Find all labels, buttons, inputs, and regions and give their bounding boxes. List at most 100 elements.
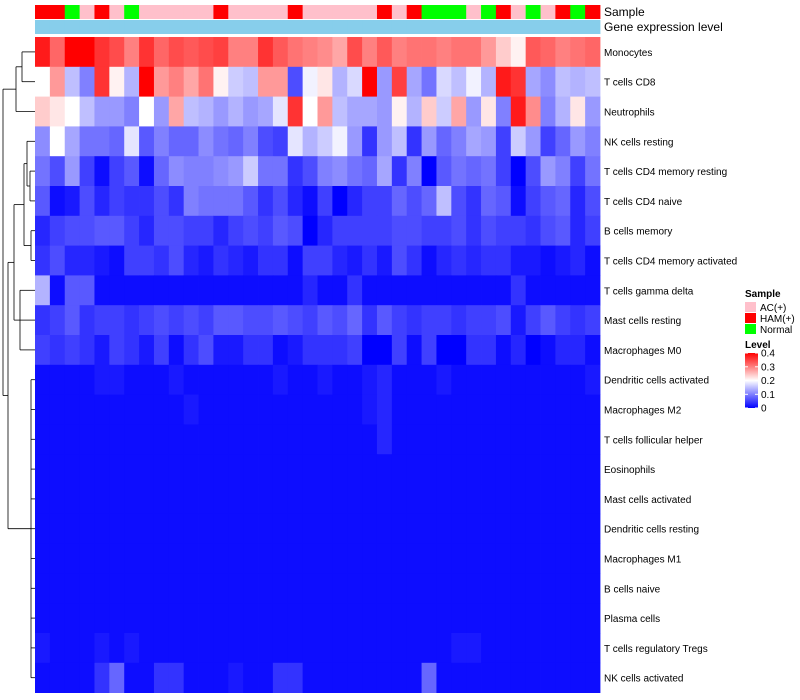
heatmap-cell (436, 603, 452, 634)
heatmap-cell (436, 305, 452, 336)
heatmap-cell (481, 126, 497, 157)
heatmap-cell (198, 394, 214, 425)
sample-annotation-cell (213, 5, 229, 19)
heatmap-cell (481, 364, 497, 395)
heatmap-cell (376, 364, 393, 395)
heatmap-cell (258, 335, 274, 366)
heatmap-cell (198, 245, 214, 276)
heatmap-cell (272, 513, 289, 544)
heatmap-cell (183, 543, 199, 574)
heatmap-cell (525, 484, 541, 515)
heatmap-cell (495, 275, 512, 306)
heatmap-cell (49, 126, 66, 157)
heatmap-cell (79, 66, 95, 97)
row-label: T cells CD4 naive (604, 197, 683, 208)
heatmap-cell (213, 305, 229, 336)
heatmap-cell (228, 603, 244, 634)
sample-annotation-cell (570, 5, 586, 19)
heatmap-cell (198, 543, 214, 574)
heatmap-cell (451, 305, 467, 336)
heatmap-cell (213, 543, 229, 574)
heatmap-cell (287, 215, 304, 246)
heatmap-cell (347, 305, 363, 336)
heatmap-cell (302, 245, 318, 276)
heatmap-cell (332, 215, 348, 246)
heatmap-cell (64, 603, 81, 634)
heatmap-cell (540, 573, 556, 604)
heatmap-cell (362, 633, 378, 664)
heatmap-cell (347, 37, 363, 68)
heatmap-cell (258, 37, 274, 68)
heatmap-cell (168, 215, 185, 246)
row-label: Eosinophils (604, 465, 655, 476)
heatmap-cell (540, 633, 556, 664)
heatmap-cell (451, 543, 467, 574)
heatmap-cell (451, 66, 467, 97)
heatmap-cell (436, 662, 452, 693)
heatmap-cell (451, 573, 467, 604)
heatmap-cell (495, 603, 512, 634)
heatmap-cell (540, 305, 556, 336)
heatmap-cell (421, 305, 437, 336)
expression-track-cell (376, 20, 393, 34)
heatmap-cell (376, 37, 393, 68)
row-label: T cells regulatory Tregs (604, 644, 708, 655)
heatmap-cell (64, 573, 81, 604)
heatmap-cell (302, 454, 318, 485)
heatmap-cell (94, 305, 110, 336)
legend-tick-label: 0.1 (761, 390, 775, 401)
heatmap-cell (466, 454, 482, 485)
expression-track-cell (481, 20, 497, 34)
heatmap-cell (258, 603, 274, 634)
heatmap-cell (332, 543, 348, 574)
heatmap-cell (525, 543, 541, 574)
heatmap-cell (272, 37, 289, 68)
heatmap-cell (570, 394, 586, 425)
heatmap-cell (35, 126, 51, 157)
heatmap-cell (451, 215, 467, 246)
heatmap-cell (332, 633, 348, 664)
heatmap-cell (332, 126, 348, 157)
heatmap-cell (347, 245, 363, 276)
heatmap-cell (258, 513, 274, 544)
heatmap-cell (35, 37, 51, 68)
legend-entry-label: AC(+) (760, 303, 786, 314)
heatmap-cell (481, 186, 497, 217)
heatmap-cell (570, 364, 586, 395)
heatmap-cell (540, 96, 556, 127)
row-label: B cells naive (604, 584, 661, 595)
heatmap-cell (481, 156, 497, 187)
heatmap-cell (495, 484, 512, 515)
heatmap-cell (347, 454, 363, 485)
heatmap-cell (35, 364, 51, 395)
heatmap-cell (139, 186, 155, 217)
heatmap-cell (243, 454, 259, 485)
row-label: Macrophages M2 (604, 406, 682, 417)
heatmap-cell (287, 364, 304, 395)
heatmap-cell (272, 394, 289, 425)
heatmap-cell (481, 37, 497, 68)
heatmap-cell (79, 96, 95, 127)
heatmap-cell (317, 156, 333, 187)
heatmap-cell (391, 513, 408, 544)
heatmap-cell (481, 275, 497, 306)
heatmap-cell (109, 633, 125, 664)
heatmap-cell (49, 215, 66, 246)
heatmap-cell (555, 454, 571, 485)
heatmap-cell (436, 484, 452, 515)
heatmap-cell (213, 454, 229, 485)
heatmap-cell (302, 543, 318, 574)
heatmap-cell (570, 454, 586, 485)
heatmap-cell (332, 394, 348, 425)
heatmap-cell (540, 364, 556, 395)
heatmap-cell (451, 186, 467, 217)
heatmap-cell (362, 96, 378, 127)
heatmap-cell (64, 633, 81, 664)
sample-annotation-cell (421, 5, 437, 19)
heatmap-cell (243, 633, 259, 664)
heatmap-cell (451, 364, 467, 395)
heatmap-cell (362, 364, 378, 395)
heatmap-cell (406, 424, 422, 455)
heatmap-cell (347, 66, 363, 97)
heatmap-cell (243, 424, 259, 455)
